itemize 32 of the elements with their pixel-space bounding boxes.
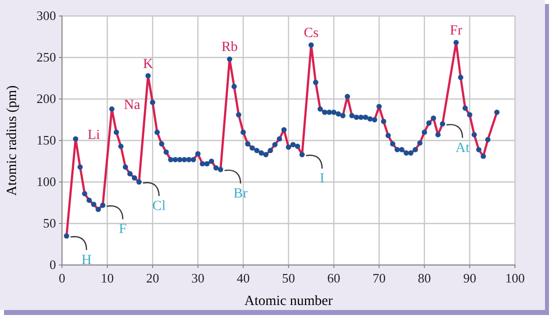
annotation: At <box>456 140 470 156</box>
x-axis-title: Atomic number <box>244 294 333 309</box>
x-tick-label: 0 <box>58 270 66 286</box>
x-tick-label: 50 <box>282 270 295 286</box>
x-tick-label: 40 <box>236 270 250 286</box>
annotation: I <box>320 172 325 187</box>
annotation: Cl <box>152 199 166 214</box>
y-tick-label: 100 <box>36 174 56 190</box>
x-tick-label: 30 <box>191 270 204 286</box>
annotation: F <box>118 222 127 238</box>
annotation: Li <box>88 128 100 143</box>
y-tick-label: 50 <box>43 216 56 231</box>
annotation: Rb <box>221 40 238 56</box>
annotation: Na <box>124 98 141 113</box>
y-tick-label: 200 <box>36 91 56 106</box>
annotation: H <box>81 252 92 268</box>
x-tick-label: 80 <box>418 270 431 286</box>
annotation: Fr <box>450 24 463 39</box>
x-tick-label: 60 <box>327 270 340 286</box>
x-tick-label: 90 <box>463 270 476 286</box>
y-tick-label: 0 <box>50 257 56 272</box>
x-tick-label: 20 <box>146 270 160 286</box>
annotation: Cs <box>304 26 319 42</box>
y-tick-label: 250 <box>36 50 56 65</box>
x-tick-label: 100 <box>505 270 525 286</box>
y-tick-label: 150 <box>36 132 56 148</box>
annotation: Br <box>234 186 248 202</box>
annotation: K <box>143 56 154 72</box>
y-tick-label: 300 <box>36 8 56 24</box>
y-axis-title: Atomic radius (pm) <box>5 84 20 196</box>
x-tick-label: 70 <box>372 270 386 286</box>
x-tick-label: 10 <box>100 270 114 286</box>
